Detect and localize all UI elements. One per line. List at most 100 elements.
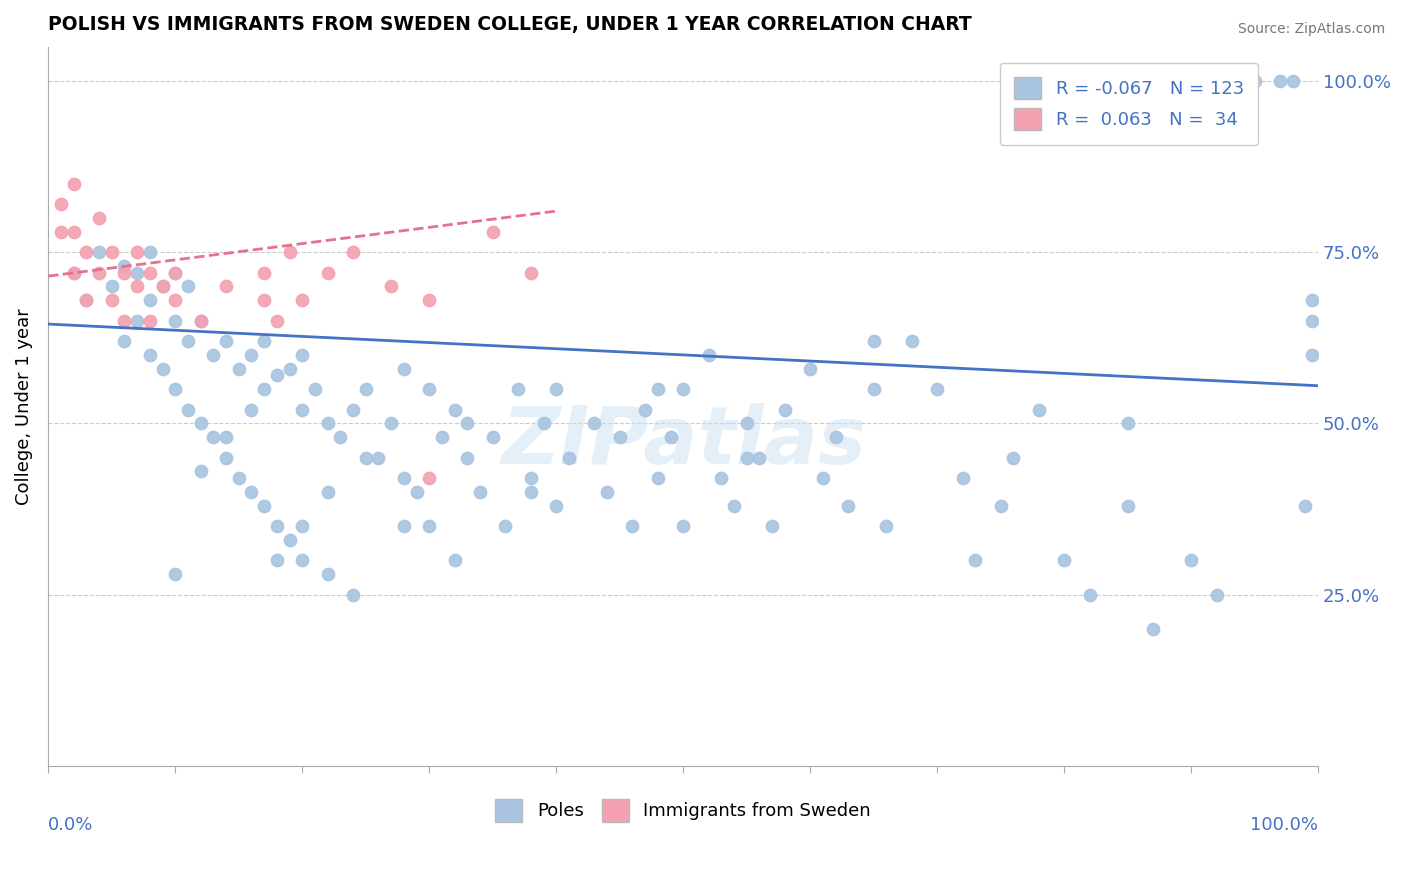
Point (165, 293, 187, 307)
Point (520, 266, 543, 280)
Point (291, 402, 314, 417)
Point (152, 279, 174, 293)
Point (291, 293, 314, 307)
Point (1028, 402, 1050, 417)
Point (165, 266, 187, 280)
Point (62, 266, 84, 280)
Y-axis label: College, Under 1 year: College, Under 1 year (15, 308, 32, 505)
Point (418, 471, 440, 485)
Point (165, 313, 187, 327)
Point (100, 279, 122, 293)
Point (468, 484, 491, 499)
Point (354, 450, 377, 465)
Point (634, 402, 657, 417)
Point (520, 471, 543, 485)
Point (87, 245, 110, 260)
Text: 100.0%: 100.0% (1250, 816, 1319, 834)
Point (367, 450, 389, 465)
Point (190, 464, 212, 478)
Point (1116, 499, 1139, 513)
Point (266, 519, 288, 533)
Point (62, 266, 84, 280)
Point (1002, 450, 1025, 465)
Point (546, 382, 568, 396)
Point (811, 471, 834, 485)
Point (87, 211, 110, 225)
Point (354, 382, 377, 396)
Point (316, 417, 339, 431)
Point (139, 348, 162, 362)
Point (875, 519, 897, 533)
Point (443, 402, 465, 417)
Point (114, 334, 136, 349)
Point (621, 519, 644, 533)
Point (392, 361, 415, 376)
Point (87, 266, 110, 280)
Point (773, 402, 796, 417)
Point (710, 471, 733, 485)
Point (114, 313, 136, 327)
Point (114, 266, 136, 280)
Point (824, 430, 846, 444)
Point (735, 450, 758, 465)
Point (177, 334, 200, 349)
Point (647, 382, 669, 396)
Point (952, 471, 974, 485)
Point (1142, 622, 1164, 636)
Point (1053, 553, 1076, 567)
Point (291, 348, 314, 362)
Legend: Poles, Immigrants from Sweden: Poles, Immigrants from Sweden (481, 785, 886, 836)
Point (481, 430, 503, 444)
Point (316, 484, 339, 499)
Point (253, 499, 276, 513)
Point (278, 533, 301, 547)
Point (1268, 74, 1291, 88)
Point (659, 430, 682, 444)
Point (253, 382, 276, 396)
Point (139, 293, 162, 307)
Text: ZIPatlas: ZIPatlas (501, 403, 866, 481)
Text: 0.0%: 0.0% (48, 816, 94, 834)
Point (49, 197, 72, 211)
Point (799, 361, 821, 376)
Point (1294, 499, 1316, 513)
Point (342, 402, 364, 417)
Point (190, 417, 212, 431)
Point (494, 519, 516, 533)
Point (253, 334, 276, 349)
Point (278, 361, 301, 376)
Point (253, 293, 276, 307)
Text: Source: ZipAtlas.com: Source: ZipAtlas.com (1237, 22, 1385, 37)
Point (100, 293, 122, 307)
Point (520, 484, 543, 499)
Point (62, 177, 84, 191)
Point (990, 499, 1012, 513)
Point (165, 266, 187, 280)
Point (215, 430, 238, 444)
Point (342, 588, 364, 602)
Point (165, 382, 187, 396)
Point (342, 245, 364, 260)
Point (392, 519, 415, 533)
Point (1281, 74, 1303, 88)
Point (291, 553, 314, 567)
Point (240, 484, 263, 499)
Point (546, 499, 568, 513)
Point (304, 382, 326, 396)
Point (405, 484, 427, 499)
Point (418, 519, 440, 533)
Text: POLISH VS IMMIGRANTS FROM SWEDEN COLLEGE, UNDER 1 YEAR CORRELATION CHART: POLISH VS IMMIGRANTS FROM SWEDEN COLLEGE… (48, 15, 972, 34)
Point (965, 553, 987, 567)
Point (927, 382, 949, 396)
Point (316, 266, 339, 280)
Point (114, 259, 136, 273)
Point (583, 417, 606, 431)
Point (735, 417, 758, 431)
Point (672, 382, 695, 396)
Point (430, 430, 453, 444)
Point (253, 266, 276, 280)
Point (266, 553, 288, 567)
Point (418, 382, 440, 396)
Point (190, 313, 212, 327)
Point (1180, 553, 1202, 567)
